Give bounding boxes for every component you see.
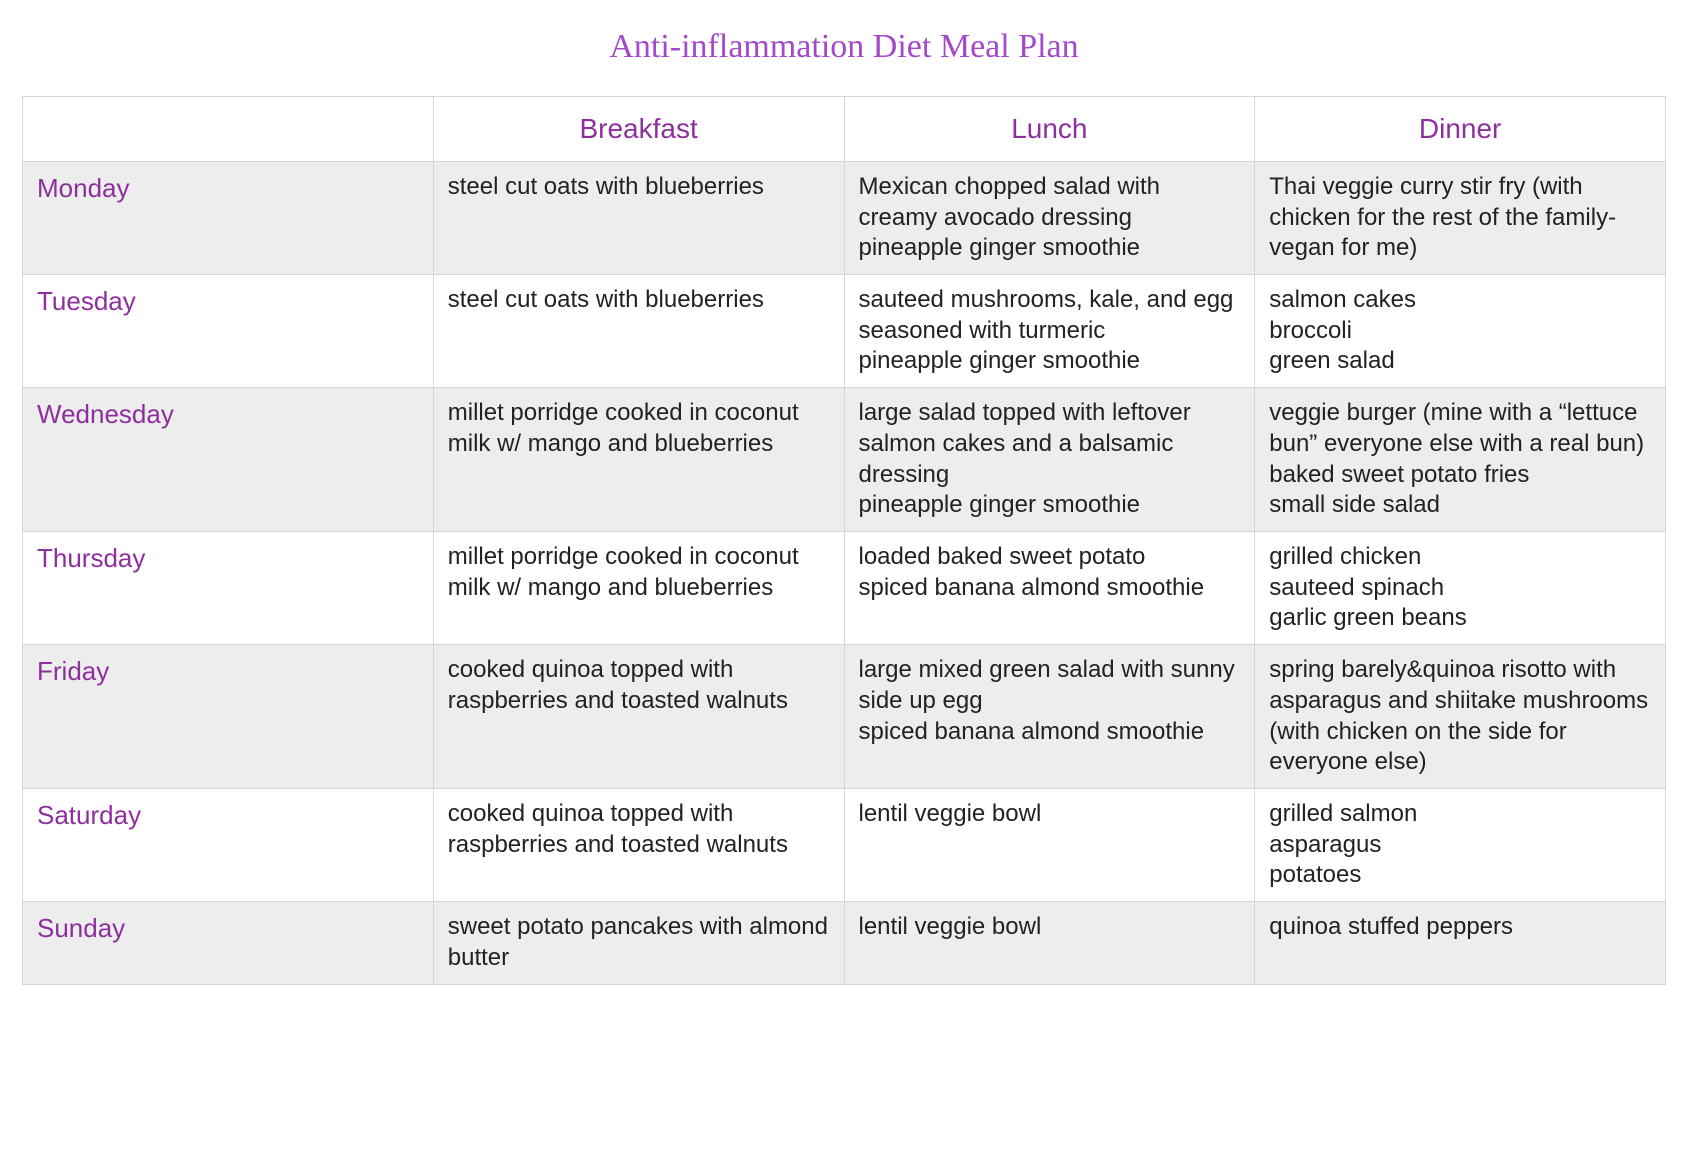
table-row: Saturday cooked quinoa topped with raspb… — [23, 789, 1666, 902]
dinner-cell: veggie burger (mine with a “lettuce bun”… — [1255, 388, 1666, 532]
day-label: Thursday — [23, 532, 434, 645]
table-row: Wednesday millet porridge cooked in coco… — [23, 388, 1666, 532]
day-label: Tuesday — [23, 274, 434, 387]
table-row: Tuesday steel cut oats with blueberries … — [23, 274, 1666, 387]
table-row: Monday steel cut oats with blueberries M… — [23, 161, 1666, 274]
day-label: Sunday — [23, 902, 434, 984]
day-label: Wednesday — [23, 388, 434, 532]
lunch-cell: large mixed green salad with sunny side … — [844, 645, 1255, 789]
dinner-cell: grilled chicken sauteed spinach garlic g… — [1255, 532, 1666, 645]
lunch-cell: loaded baked sweet potato spiced banana … — [844, 532, 1255, 645]
lunch-cell: lentil veggie bowl — [844, 902, 1255, 984]
dinner-cell: grilled salmon asparagus potatoes — [1255, 789, 1666, 902]
breakfast-cell: millet porridge cooked in coconut milk w… — [433, 532, 844, 645]
breakfast-cell: sweet potato pancakes with almond butter — [433, 902, 844, 984]
dinner-cell: quinoa stuffed peppers — [1255, 902, 1666, 984]
breakfast-cell: cooked quinoa topped with raspberries an… — [433, 645, 844, 789]
page-title: Anti-inflammation Diet Meal Plan — [22, 28, 1666, 66]
dinner-cell: spring barely&quinoa risotto with aspara… — [1255, 645, 1666, 789]
dinner-cell: salmon cakes broccoli green salad — [1255, 274, 1666, 387]
day-label: Monday — [23, 161, 434, 274]
meal-plan-table: Breakfast Lunch Dinner Monday steel cut … — [22, 96, 1666, 985]
breakfast-cell: steel cut oats with blueberries — [433, 274, 844, 387]
day-label: Saturday — [23, 789, 434, 902]
breakfast-cell: cooked quinoa topped with raspberries an… — [433, 789, 844, 902]
lunch-cell: Mexican chopped salad with creamy avocad… — [844, 161, 1255, 274]
table-row: Sunday sweet potato pancakes with almond… — [23, 902, 1666, 984]
header-lunch: Lunch — [844, 97, 1255, 162]
header-breakfast: Breakfast — [433, 97, 844, 162]
header-empty — [23, 97, 434, 162]
table-row: Thursday millet porridge cooked in cocon… — [23, 532, 1666, 645]
day-label: Friday — [23, 645, 434, 789]
table-header-row: Breakfast Lunch Dinner — [23, 97, 1666, 162]
lunch-cell: large salad topped with leftover salmon … — [844, 388, 1255, 532]
lunch-cell: sauteed mushrooms, kale, and egg seasone… — [844, 274, 1255, 387]
header-dinner: Dinner — [1255, 97, 1666, 162]
breakfast-cell: steel cut oats with blueberries — [433, 161, 844, 274]
breakfast-cell: millet porridge cooked in coconut milk w… — [433, 388, 844, 532]
dinner-cell: Thai veggie curry stir fry (with chicken… — [1255, 161, 1666, 274]
table-row: Friday cooked quinoa topped with raspber… — [23, 645, 1666, 789]
lunch-cell: lentil veggie bowl — [844, 789, 1255, 902]
